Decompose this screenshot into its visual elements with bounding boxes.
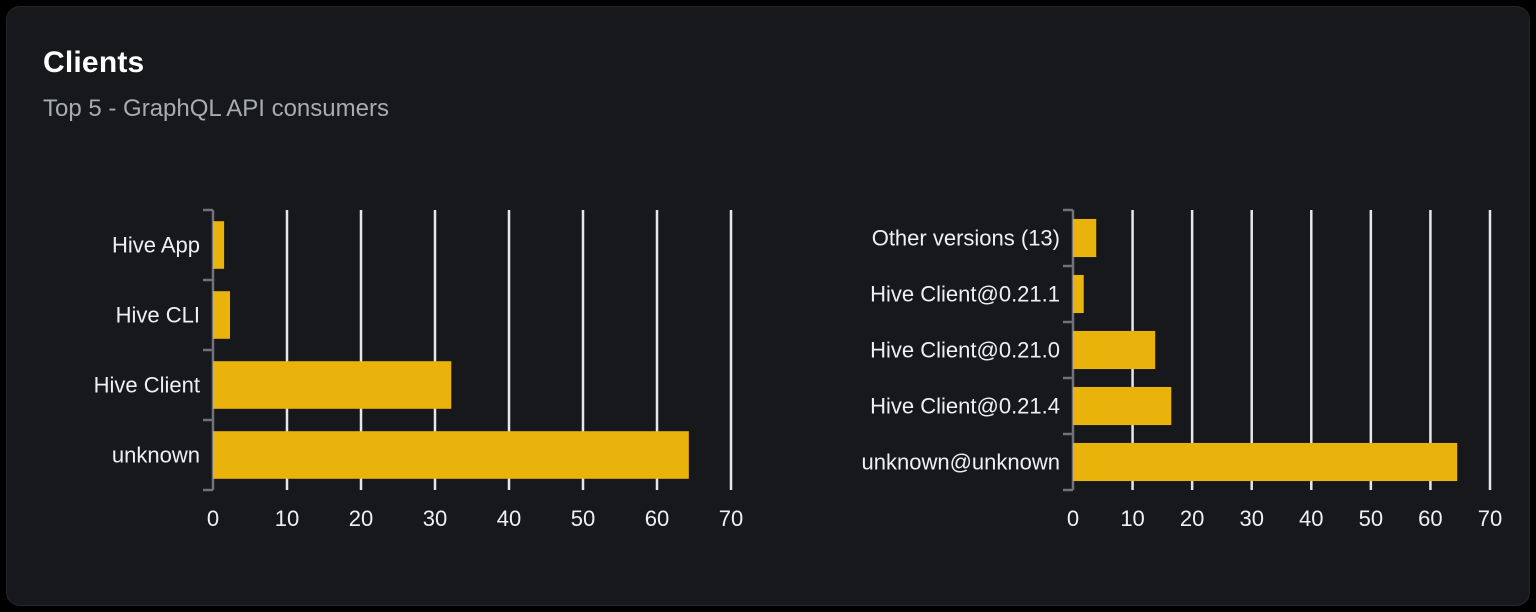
- card-title: Clients: [43, 46, 145, 79]
- x-tick-label-40: 40: [497, 506, 521, 531]
- category-label-hive-client-0-21-0: Hive Client@0.21.0: [870, 338, 1060, 363]
- category-label-hive-client-0-21-1: Hive Client@0.21.1: [870, 282, 1060, 307]
- clients-card: [6, 6, 1530, 606]
- x-tick-label-20: 20: [1180, 506, 1204, 531]
- bar-hive-client-0-21-0[interactable]: [1073, 330, 1156, 370]
- bar-hive-client-0-21-4[interactable]: [1073, 386, 1172, 426]
- category-label-hive-client: Hive Client: [94, 373, 200, 398]
- category-label-hive-app: Hive App: [112, 233, 200, 258]
- category-label-hive-cli: Hive CLI: [116, 303, 200, 328]
- x-tick-label-60: 60: [1418, 506, 1442, 531]
- x-tick-label-0: 0: [1067, 506, 1079, 531]
- chart-clients-by-version: Other versions (13) Hive Client@0.21.1 Hiv…: [862, 208, 1502, 531]
- x-tick-label-50: 50: [571, 506, 595, 531]
- bar-hive-app[interactable]: [213, 221, 225, 269]
- bar-unknown[interactable]: [213, 431, 689, 479]
- x-tick-label-30: 30: [423, 506, 447, 531]
- x-tick-label-30: 30: [1239, 506, 1263, 531]
- x-tick-label-0: 0: [207, 506, 219, 531]
- bar-unknown-unknown[interactable]: [1073, 442, 1458, 482]
- bar-hive-client-0-21-1[interactable]: [1073, 274, 1084, 314]
- x-tick-label-70: 70: [719, 506, 743, 531]
- bar-other-versions-13[interactable]: [1073, 218, 1097, 258]
- x-tick-label-10: 10: [1120, 506, 1144, 531]
- bar-hive-client[interactable]: [213, 361, 452, 409]
- category-label-unknown-unknown: unknown@unknown: [862, 450, 1060, 475]
- x-tick-label-40: 40: [1299, 506, 1323, 531]
- chart-clients-by-name: Hive App Hive CLI Hive Client unknown 0 10 20 3…: [94, 208, 743, 531]
- category-label-unknown: unknown: [112, 443, 200, 468]
- x-tick-label-20: 20: [349, 506, 373, 531]
- x-tick-label-70: 70: [1478, 506, 1502, 531]
- category-label-other-versions-13: Other versions (13): [872, 226, 1060, 251]
- bar-hive-cli[interactable]: [213, 291, 231, 339]
- card-subtitle: Top 5 - GraphQL API consumers: [43, 95, 389, 122]
- category-label-hive-client-0-21-4: Hive Client@0.21.4: [870, 394, 1060, 419]
- x-tick-label-50: 50: [1359, 506, 1383, 531]
- x-tick-label-60: 60: [645, 506, 669, 531]
- x-tick-label-10: 10: [275, 506, 299, 531]
